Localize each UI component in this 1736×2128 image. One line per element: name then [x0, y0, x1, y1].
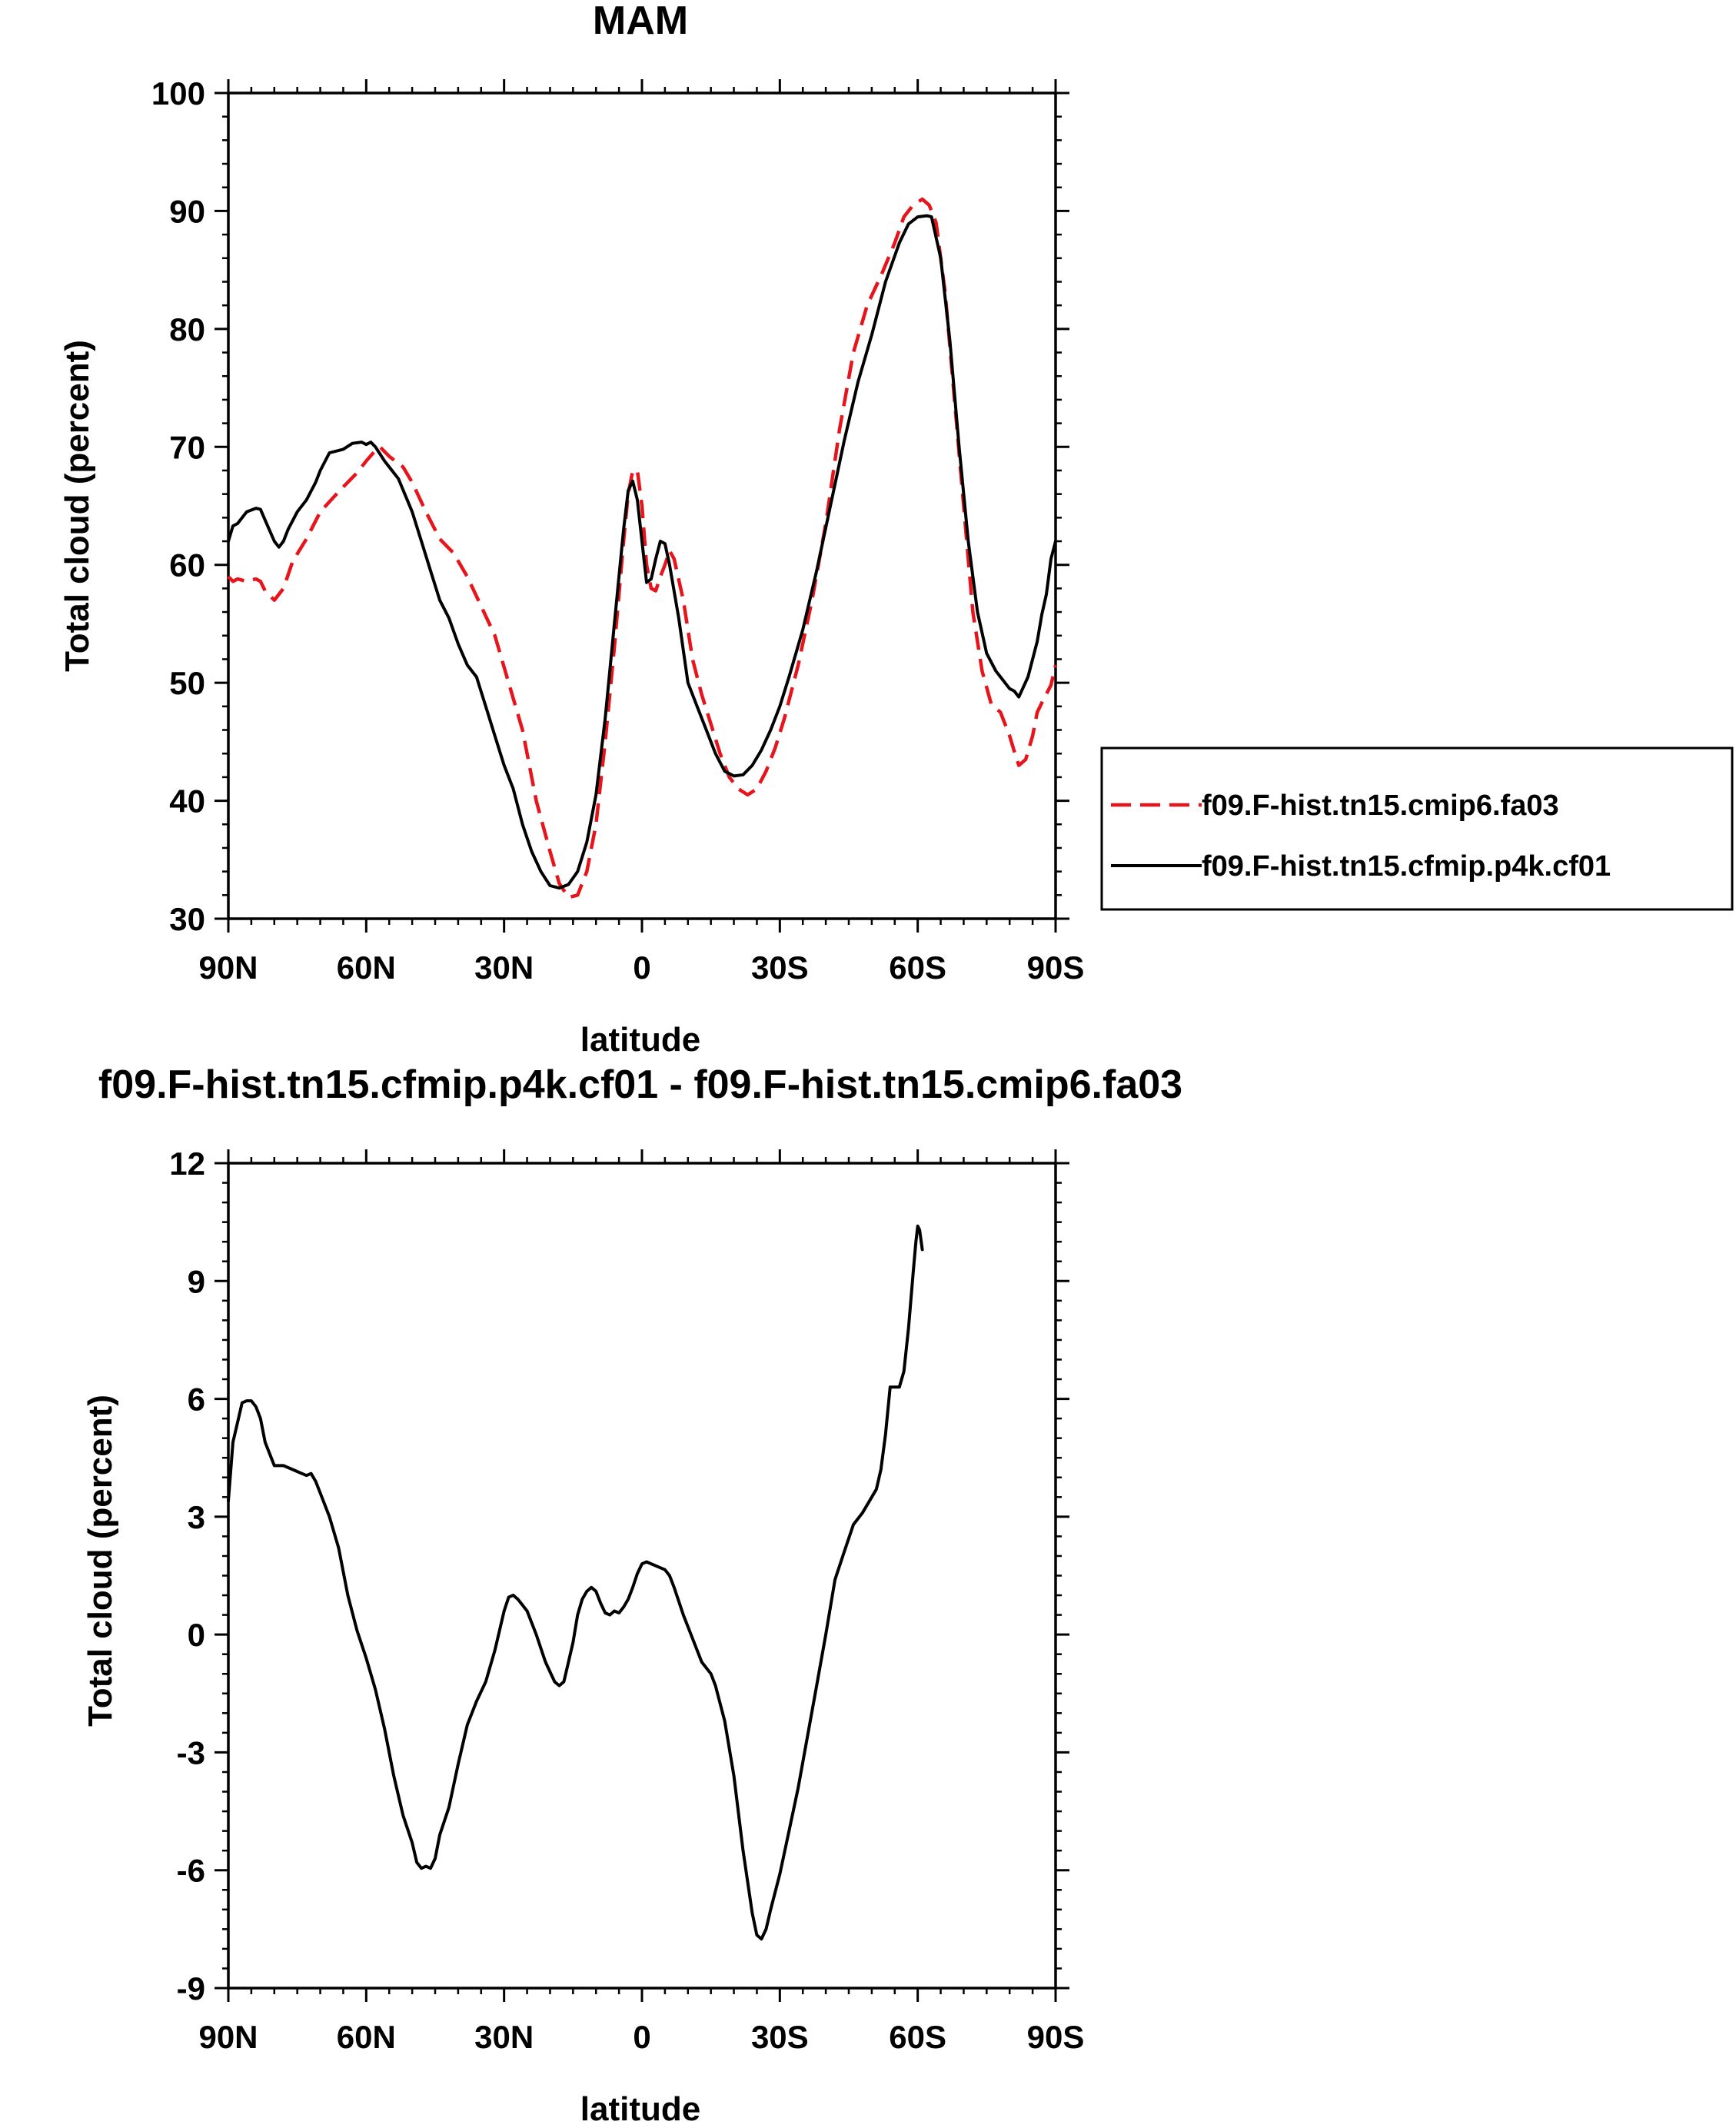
- top-x-axis-label: latitude: [580, 1021, 700, 1059]
- bottom-y-tick-label: 3: [188, 1499, 205, 1535]
- bottom-title: f09.F-hist.tn15.cfmip.p4k.cf01 - f09.F-h…: [98, 1062, 1182, 1107]
- top-y-tick-label: 80: [169, 311, 205, 347]
- top-y-tick-label: 60: [169, 547, 205, 584]
- bottom-y-tick-label: -9: [177, 1970, 205, 2007]
- bottom-x-tick-label: 60S: [889, 2019, 946, 2055]
- legend: f09.F-hist.tn15.cmip6.fa03 f09.F-hist.tn…: [1100, 746, 1734, 911]
- top-series-line-1: [227, 214, 1057, 890]
- top-x-tick-label: 60S: [889, 949, 946, 986]
- bottom-panel: f09.F-hist.tn15.cfmip.p4k.cf01 - f09.F-h…: [81, 1062, 1182, 2128]
- bottom-x-tick-label: 30N: [474, 2019, 534, 2055]
- legend-label-p4k: f09.F-hist.tn15.cfmip.p4k.cf01: [1202, 850, 1611, 883]
- top-y-tick-label: 90: [169, 193, 205, 229]
- top-x-tick-label: 60N: [337, 949, 396, 986]
- bottom-y-tick-label: 12: [169, 1145, 205, 1182]
- top-y-tick-label: 100: [151, 75, 205, 111]
- top-x-tick-label: 30S: [751, 949, 809, 986]
- top-x-tick-label: 0: [633, 949, 650, 986]
- bottom-x-tick-label: 90S: [1027, 2019, 1085, 2055]
- top-x-tick-label: 90N: [198, 949, 258, 986]
- top-y-tick-label: 50: [169, 665, 205, 701]
- top-plot-area: 30 40 50 60 70 80 90 100 90N 60N 30N 0 30S 60S 90S: [151, 75, 1084, 986]
- bottom-y-axis-label: Total cloud (percent): [81, 1395, 119, 1727]
- bottom-y-tick-label: 9: [188, 1263, 205, 1299]
- top-x-tick-label: 30N: [474, 949, 534, 986]
- top-title: MAM: [593, 0, 688, 43]
- bottom-plot-frame: [227, 1162, 1057, 1990]
- top-y-tick-label: 40: [169, 783, 205, 820]
- top-y-tick-label: 30: [169, 901, 205, 937]
- bottom-y-tick-label: -6: [177, 1853, 205, 1889]
- bottom-y-tick-label: -3: [177, 1734, 205, 1771]
- top-y-tick-label: 70: [169, 429, 205, 465]
- top-x-tick-label: 90S: [1027, 949, 1085, 986]
- bottom-x-tick-label: 0: [633, 2019, 650, 2055]
- bottom-x-axis-label: latitude: [580, 2090, 700, 2124]
- legend-label-cmip6: f09.F-hist.tn15.cmip6.fa03: [1202, 790, 1559, 822]
- bottom-x-tick-label: 30S: [751, 2019, 809, 2055]
- bottom-y-tick-label: 6: [188, 1382, 205, 1418]
- bottom-series-line-0: [227, 1224, 924, 1941]
- bottom-x-tick-label: 90N: [198, 2019, 258, 2055]
- bottom-y-tick-label: 0: [188, 1617, 205, 1653]
- bottom-plot-area: -9 -6 -3 0 3 6 9 12 90N 60N 30N 0 30S 60S 90S: [169, 1145, 1084, 2055]
- top-y-axis-label: Total cloud (percent): [58, 340, 96, 672]
- top-panel: MAM Total cloud (percent) latitude 30 40 5…: [58, 0, 1734, 1059]
- bottom-x-tick-label: 60N: [337, 2019, 396, 2055]
- legend-box: [1100, 746, 1734, 911]
